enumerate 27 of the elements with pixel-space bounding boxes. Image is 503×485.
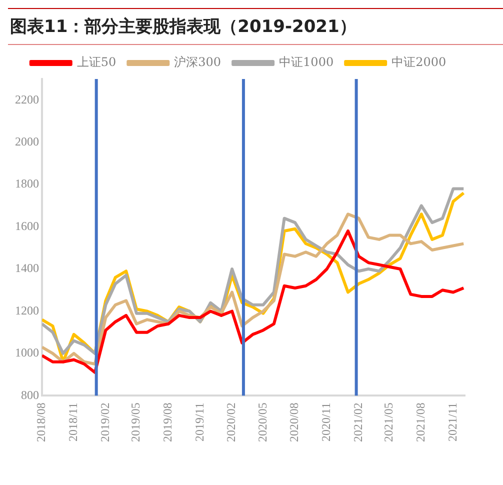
x-tick-label: 2020/08: [287, 402, 302, 442]
x-tick-label: 2019/11: [192, 402, 206, 442]
y-tick-label: 1800: [15, 176, 39, 191]
x-tick-label: 2020/02: [224, 402, 238, 442]
chart-title: 图表11：部分主要股指表现（2019-2021）: [8, 8, 503, 45]
x-tick-label: 2021/05: [382, 402, 396, 442]
x-tick-label: 2020/11: [319, 402, 334, 442]
x-tick-label: 2019/08: [160, 402, 174, 442]
y-tick-label: 2200: [15, 92, 39, 106]
legend-label: 上证50: [76, 55, 116, 70]
x-tick-label: 2021/11: [445, 402, 460, 442]
x-tick-label: 2019/02: [98, 402, 112, 442]
y-tick-label: 800: [21, 388, 39, 402]
y-tick-label: 2000: [15, 134, 39, 148]
x-tick-label: 2021/08: [414, 402, 428, 442]
y-tick-label: 1200: [15, 303, 39, 318]
legend-label: 沪深300: [174, 55, 222, 70]
x-tick-label: 2019/05: [128, 402, 143, 442]
legend-label: 中证1000: [279, 55, 334, 70]
x-tick-label: 2020/05: [255, 402, 270, 442]
x-tick-label: 2018/11: [66, 402, 80, 442]
y-tick-label: 1000: [15, 346, 39, 360]
x-tick-label: 2018/08: [34, 402, 48, 442]
y-tick-label: 1400: [15, 261, 39, 276]
legend-label: 中证2000: [392, 55, 446, 70]
x-tick-label: 2021/02: [350, 402, 365, 442]
y-tick-label: 1600: [15, 218, 39, 233]
